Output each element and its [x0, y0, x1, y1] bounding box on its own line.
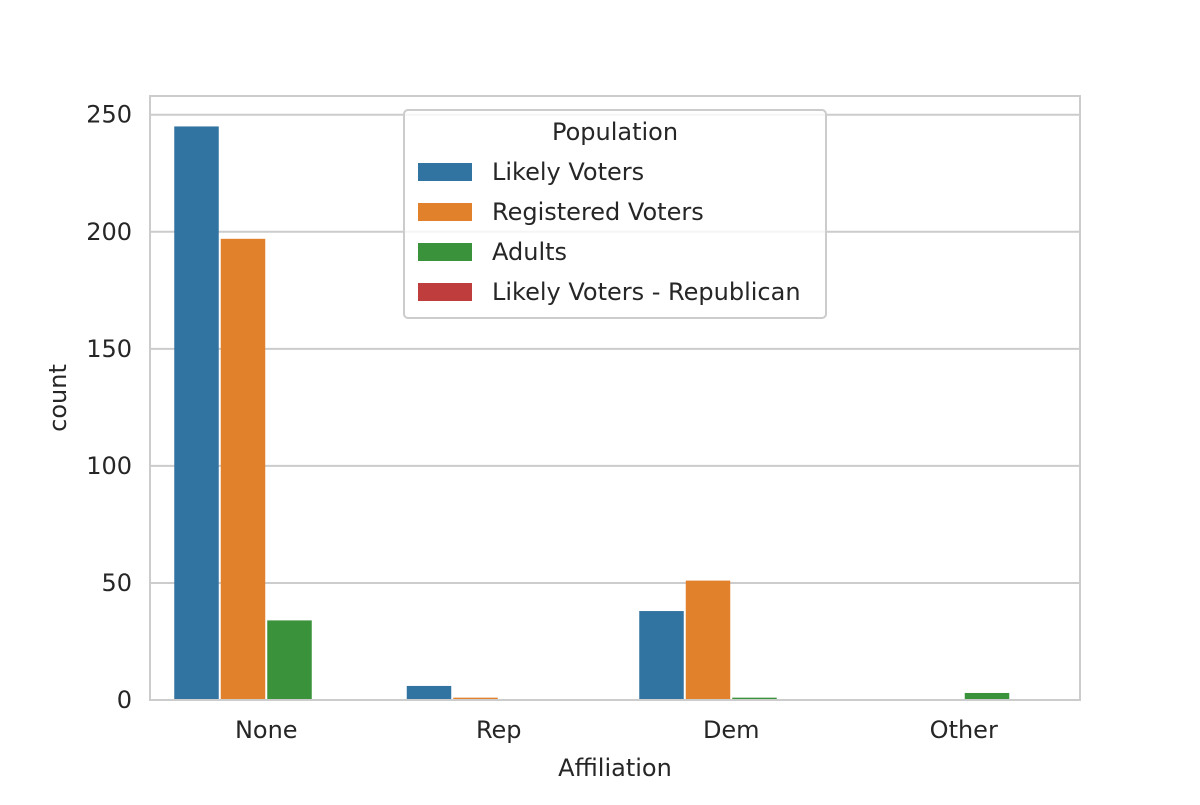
bar-dem-1: [685, 580, 731, 700]
legend-swatch: [418, 283, 472, 301]
legend-items: Likely Voters Registered Voters Adults Like…: [418, 158, 801, 306]
legend-swatch: [418, 243, 472, 261]
x-tick-label: Rep: [476, 716, 522, 744]
y-axis-label: count: [44, 364, 72, 432]
bar-none-0: [174, 126, 219, 701]
bar-dem-0: [639, 611, 684, 700]
plot-frame: [149, 95, 1081, 701]
bar-none-1: [220, 238, 266, 700]
legend-label: Likely Voters: [492, 158, 644, 186]
legend-label: Registered Voters: [492, 198, 704, 226]
x-axis-ticks: None Rep Dem Other: [235, 716, 998, 744]
legend-title: Population: [552, 118, 678, 146]
y-axis-ticks: 0 50 100 150 200 250: [86, 101, 132, 714]
x-axis-label: Affiliation: [558, 754, 672, 782]
y-tick-label: 0: [117, 686, 132, 714]
legend-label: Likely Voters - Republican: [492, 278, 801, 306]
bar-none-2: [267, 620, 312, 700]
legend-swatch: [418, 163, 472, 181]
y-tick-label: 250: [86, 101, 132, 129]
bar-other-2: [964, 692, 1010, 700]
x-tick-label: Dem: [703, 716, 760, 744]
legend: Population Likely Voters Registered Voter…: [403, 109, 827, 319]
bars: [174, 126, 1010, 701]
bar-rep-1: [453, 697, 498, 700]
y-tick-label: 100: [86, 452, 132, 480]
x-tick-label: Other: [930, 716, 998, 744]
legend-box: [403, 109, 827, 319]
x-tick-label: None: [235, 716, 298, 744]
legend-swatch: [418, 203, 472, 221]
legend-label: Adults: [492, 238, 567, 266]
y-tick-label: 50: [101, 569, 132, 597]
y-tick-label: 200: [86, 218, 132, 246]
bar-dem-2: [732, 697, 777, 700]
y-tick-label: 150: [86, 335, 132, 363]
bar-rep-0: [406, 685, 452, 700]
